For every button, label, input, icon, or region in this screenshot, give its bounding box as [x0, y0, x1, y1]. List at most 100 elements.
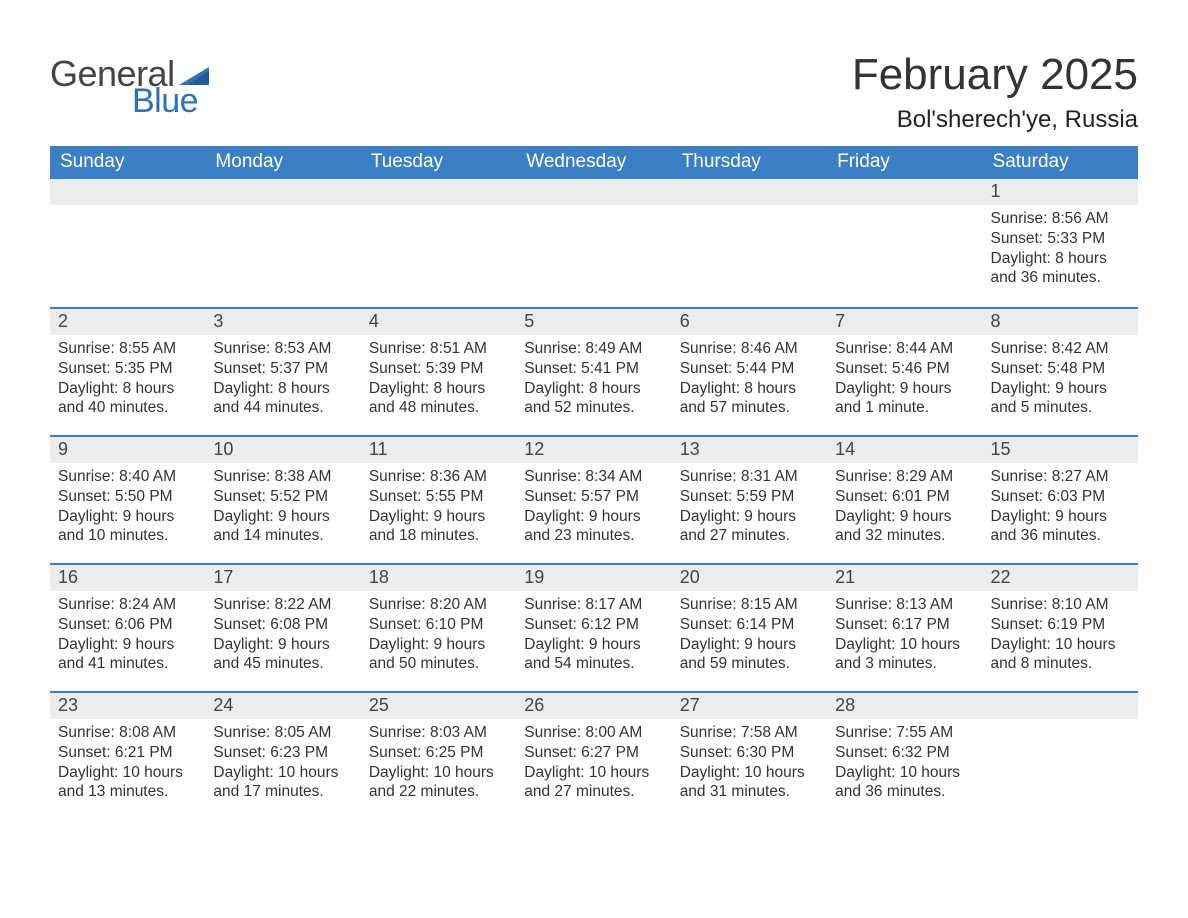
daylight-text-line1: Daylight: 9 hours	[524, 507, 663, 527]
daylight-text-line2: and 50 minutes.	[369, 654, 508, 674]
daylight-text-line2: and 23 minutes.	[524, 526, 663, 546]
day-cell: 3Sunrise: 8:53 AMSunset: 5:37 PMDaylight…	[205, 307, 360, 435]
weekday-header: Tuesday	[361, 146, 516, 179]
sunrise-text: Sunrise: 8:10 AM	[991, 595, 1130, 615]
day-cell	[361, 179, 516, 307]
daylight-text-line2: and 22 minutes.	[369, 782, 508, 802]
day-body: Sunrise: 8:24 AMSunset: 6:06 PMDaylight:…	[50, 591, 205, 680]
sunset-text: Sunset: 5:46 PM	[835, 359, 974, 379]
sunset-text: Sunset: 5:50 PM	[58, 487, 197, 507]
sunrise-text: Sunrise: 8:24 AM	[58, 595, 197, 615]
daylight-text-line2: and 3 minutes.	[835, 654, 974, 674]
weekday-header: Sunday	[50, 146, 205, 179]
day-cell	[516, 179, 671, 307]
sunrise-text: Sunrise: 8:31 AM	[680, 467, 819, 487]
daylight-text-line1: Daylight: 10 hours	[213, 763, 352, 783]
sunrise-text: Sunrise: 8:55 AM	[58, 339, 197, 359]
day-number-band: 10	[205, 435, 360, 463]
sunset-text: Sunset: 5:48 PM	[991, 359, 1130, 379]
daylight-text-line1: Daylight: 9 hours	[58, 507, 197, 527]
daylight-text-line1: Daylight: 8 hours	[58, 379, 197, 399]
daylight-text-line1: Daylight: 9 hours	[835, 507, 974, 527]
sunrise-text: Sunrise: 8:13 AM	[835, 595, 974, 615]
day-cell: 6Sunrise: 8:46 AMSunset: 5:44 PMDaylight…	[672, 307, 827, 435]
daylight-text-line1: Daylight: 9 hours	[213, 635, 352, 655]
day-cell: 17Sunrise: 8:22 AMSunset: 6:08 PMDayligh…	[205, 563, 360, 691]
day-number-band: 11	[361, 435, 516, 463]
day-number-band: 15	[983, 435, 1138, 463]
sunrise-text: Sunrise: 8:22 AM	[213, 595, 352, 615]
day-cell: 8Sunrise: 8:42 AMSunset: 5:48 PMDaylight…	[983, 307, 1138, 435]
logo: General Blue	[50, 50, 215, 118]
day-number-band: 5	[516, 307, 671, 335]
day-cell: 5Sunrise: 8:49 AMSunset: 5:41 PMDaylight…	[516, 307, 671, 435]
day-number-band: 20	[672, 563, 827, 591]
daylight-text-line2: and 36 minutes.	[835, 782, 974, 802]
sunset-text: Sunset: 6:01 PM	[835, 487, 974, 507]
day-cell: 20Sunrise: 8:15 AMSunset: 6:14 PMDayligh…	[672, 563, 827, 691]
sunrise-text: Sunrise: 8:49 AM	[524, 339, 663, 359]
daylight-text-line2: and 10 minutes.	[58, 526, 197, 546]
sunset-text: Sunset: 5:41 PM	[524, 359, 663, 379]
day-body: Sunrise: 8:49 AMSunset: 5:41 PMDaylight:…	[516, 335, 671, 424]
sunrise-text: Sunrise: 8:17 AM	[524, 595, 663, 615]
sunset-text: Sunset: 6:21 PM	[58, 743, 197, 763]
sunrise-text: Sunrise: 8:27 AM	[991, 467, 1130, 487]
week-row: 9Sunrise: 8:40 AMSunset: 5:50 PMDaylight…	[50, 435, 1138, 563]
weekday-header: Friday	[827, 146, 982, 179]
day-cell	[50, 179, 205, 307]
weekday-header: Saturday	[983, 146, 1138, 179]
day-number-band	[205, 179, 360, 205]
sunset-text: Sunset: 6:25 PM	[369, 743, 508, 763]
day-cell: 9Sunrise: 8:40 AMSunset: 5:50 PMDaylight…	[50, 435, 205, 563]
sunrise-text: Sunrise: 8:00 AM	[524, 723, 663, 743]
day-cell: 25Sunrise: 8:03 AMSunset: 6:25 PMDayligh…	[361, 691, 516, 819]
week-row: 23Sunrise: 8:08 AMSunset: 6:21 PMDayligh…	[50, 691, 1138, 819]
daylight-text-line2: and 45 minutes.	[213, 654, 352, 674]
day-body: Sunrise: 8:17 AMSunset: 6:12 PMDaylight:…	[516, 591, 671, 680]
day-body: Sunrise: 8:56 AMSunset: 5:33 PMDaylight:…	[983, 205, 1138, 294]
day-body: Sunrise: 8:40 AMSunset: 5:50 PMDaylight:…	[50, 463, 205, 552]
day-number-band	[50, 179, 205, 205]
sunset-text: Sunset: 6:14 PM	[680, 615, 819, 635]
sunset-text: Sunset: 5:33 PM	[991, 229, 1130, 249]
daylight-text-line2: and 52 minutes.	[524, 398, 663, 418]
daylight-text-line1: Daylight: 9 hours	[991, 379, 1130, 399]
day-cell: 19Sunrise: 8:17 AMSunset: 6:12 PMDayligh…	[516, 563, 671, 691]
sunrise-text: Sunrise: 8:20 AM	[369, 595, 508, 615]
day-body: Sunrise: 8:08 AMSunset: 6:21 PMDaylight:…	[50, 719, 205, 808]
day-body: Sunrise: 8:31 AMSunset: 5:59 PMDaylight:…	[672, 463, 827, 552]
daylight-text-line2: and 8 minutes.	[991, 654, 1130, 674]
sunset-text: Sunset: 5:44 PM	[680, 359, 819, 379]
day-body: Sunrise: 8:34 AMSunset: 5:57 PMDaylight:…	[516, 463, 671, 552]
daylight-text-line2: and 27 minutes.	[680, 526, 819, 546]
day-cell: 12Sunrise: 8:34 AMSunset: 5:57 PMDayligh…	[516, 435, 671, 563]
sunrise-text: Sunrise: 8:51 AM	[369, 339, 508, 359]
sunset-text: Sunset: 5:35 PM	[58, 359, 197, 379]
calendar-table: Sunday Monday Tuesday Wednesday Thursday…	[50, 146, 1138, 819]
day-body: Sunrise: 8:44 AMSunset: 5:46 PMDaylight:…	[827, 335, 982, 424]
weekday-header-row: Sunday Monday Tuesday Wednesday Thursday…	[50, 146, 1138, 179]
sunset-text: Sunset: 6:10 PM	[369, 615, 508, 635]
daylight-text-line1: Daylight: 9 hours	[58, 635, 197, 655]
day-body: Sunrise: 7:55 AMSunset: 6:32 PMDaylight:…	[827, 719, 982, 808]
day-cell	[205, 179, 360, 307]
daylight-text-line2: and 31 minutes.	[680, 782, 819, 802]
day-number-band: 22	[983, 563, 1138, 591]
logo-text-blue: Blue	[132, 84, 198, 118]
sunset-text: Sunset: 6:30 PM	[680, 743, 819, 763]
sunset-text: Sunset: 5:55 PM	[369, 487, 508, 507]
daylight-text-line1: Daylight: 8 hours	[991, 249, 1130, 269]
day-body: Sunrise: 8:05 AMSunset: 6:23 PMDaylight:…	[205, 719, 360, 808]
daylight-text-line1: Daylight: 8 hours	[369, 379, 508, 399]
day-number-band: 13	[672, 435, 827, 463]
day-number-band: 16	[50, 563, 205, 591]
day-body: Sunrise: 8:51 AMSunset: 5:39 PMDaylight:…	[361, 335, 516, 424]
day-number-band	[983, 691, 1138, 719]
daylight-text-line1: Daylight: 10 hours	[369, 763, 508, 783]
day-number-band: 24	[205, 691, 360, 719]
sunset-text: Sunset: 6:08 PM	[213, 615, 352, 635]
day-cell: 23Sunrise: 8:08 AMSunset: 6:21 PMDayligh…	[50, 691, 205, 819]
sunrise-text: Sunrise: 8:53 AM	[213, 339, 352, 359]
sunset-text: Sunset: 5:39 PM	[369, 359, 508, 379]
